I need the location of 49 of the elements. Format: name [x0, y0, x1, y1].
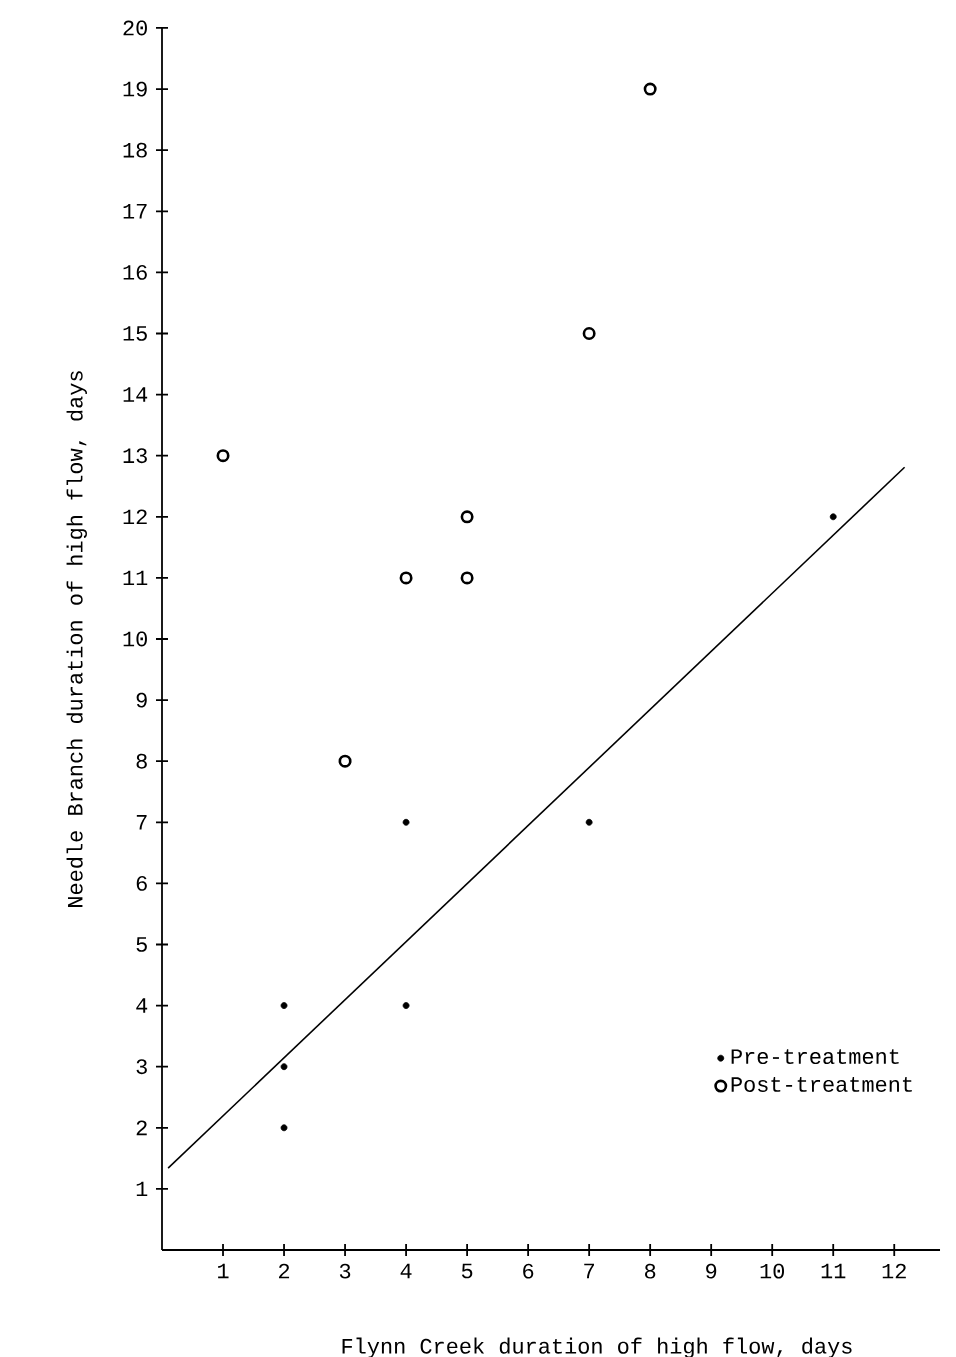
x-tick-label: 2 [278, 1263, 290, 1279]
y-tick-label: 16 [123, 264, 147, 280]
y-tick-label: 4 [136, 998, 148, 1013]
point [216, 449, 230, 463]
y-tick-label: 6 [136, 875, 147, 891]
x-tick-label: 9 [706, 1263, 717, 1279]
y-tick-label: 17 [123, 204, 147, 219]
y-tick-label: 15 [123, 326, 147, 341]
point [280, 1124, 288, 1132]
point [338, 754, 352, 768]
y-tick-label: 7 [136, 815, 147, 830]
x-tick-label: 8 [645, 1263, 656, 1279]
legend-label: Post-treatment [731, 1077, 912, 1092]
y-tick-label: 11 [123, 570, 148, 586]
point [585, 818, 593, 826]
y-tick-label: 8 [136, 753, 147, 769]
point [280, 1063, 288, 1071]
point [402, 1002, 410, 1009]
x-tick-label: 7 [584, 1263, 594, 1279]
x-tick-label: 11 [821, 1263, 846, 1279]
point [402, 818, 410, 826]
x-tick-label: 12 [882, 1263, 906, 1279]
x-tick-label: 3 [339, 1263, 351, 1279]
y-tick-label: 18 [123, 142, 147, 158]
x-tick-label: 5 [461, 1263, 473, 1279]
point [460, 571, 474, 585]
y-tick-label: 19 [123, 81, 147, 97]
point [399, 571, 413, 585]
y-tick-label: 13 [123, 448, 147, 464]
y-tick-label: 2 [136, 1120, 147, 1136]
point [460, 510, 474, 524]
y-tick-label: 9 [136, 692, 147, 708]
y-tick-label: 12 [123, 509, 147, 525]
point [582, 326, 596, 340]
y-tick-label: 5 [136, 937, 147, 952]
y-tick-label: 3 [136, 1059, 147, 1075]
y-axis-title: Needle Branch duration of high flow, days [66, 371, 87, 907]
y-tick-label: 20 [123, 20, 147, 36]
x-tick-label: 6 [523, 1263, 534, 1279]
y-tick-label: 10 [123, 631, 147, 647]
y-tick-label: 1 [136, 1181, 148, 1197]
x-tick-label: 4 [400, 1263, 412, 1279]
x-tick-label: 1 [218, 1263, 229, 1279]
point [280, 1002, 288, 1009]
point [829, 513, 837, 521]
point [643, 82, 657, 96]
legend-label: Pre-treatment [731, 1049, 899, 1065]
y-tick-label: 14 [123, 387, 148, 402]
x-tick-label: 10 [760, 1263, 785, 1279]
